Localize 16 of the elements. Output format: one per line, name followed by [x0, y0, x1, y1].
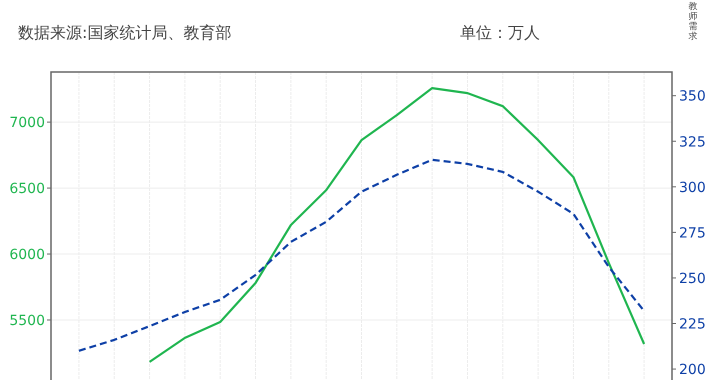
y2-tick-label: 275	[679, 225, 706, 242]
line-series	[148, 87, 646, 363]
y2-tick-label: 200	[679, 362, 706, 378]
y2-axis-title: 教师需求	[688, 1, 698, 42]
y2-tick-label: 350	[679, 88, 706, 105]
y2-tick-label: 225	[679, 316, 706, 333]
line-series	[78, 158, 646, 352]
source-note: 数据来源:国家统计局、教育部	[18, 23, 232, 42]
text: 单位：万人	[460, 23, 540, 42]
y-tick-label: 6500	[9, 181, 45, 198]
y-tick-label: 5500	[9, 312, 45, 329]
y2-tick-label: 250	[679, 270, 706, 287]
y2-tick-label: 300	[679, 180, 706, 196]
y-tick-label: 6000	[9, 247, 45, 264]
y-tick-label: 7000	[9, 115, 45, 132]
y2-tick-label: 325	[679, 134, 706, 150]
